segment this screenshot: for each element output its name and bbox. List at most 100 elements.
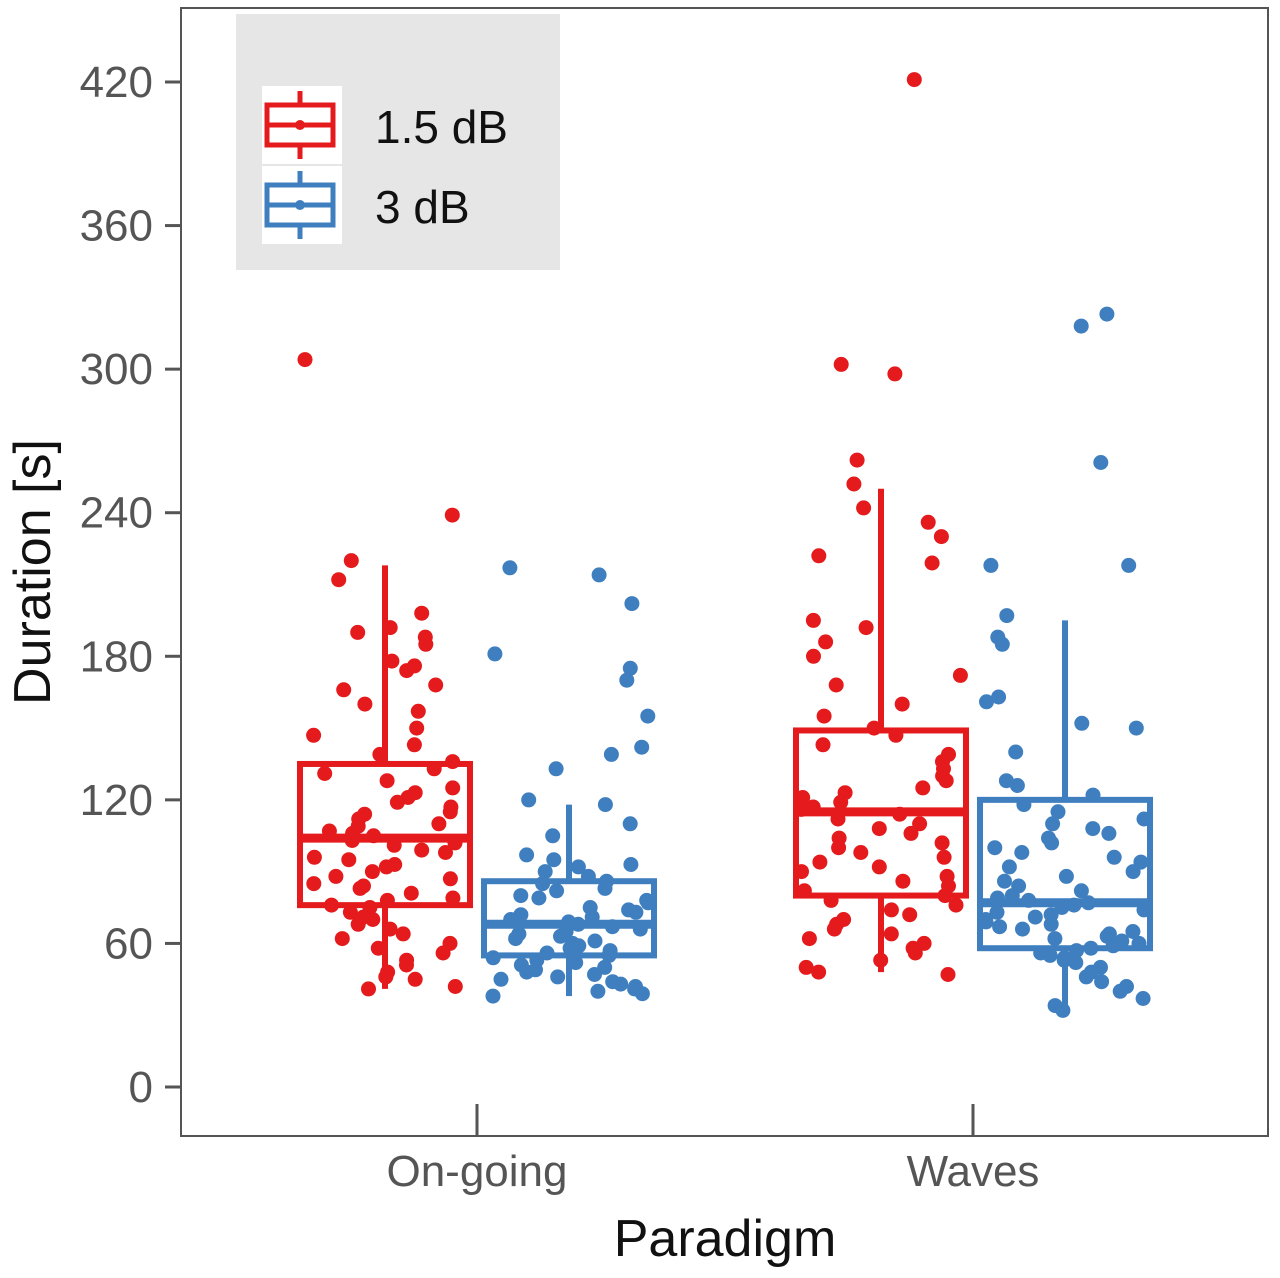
- data-point-s0-c0-71: [407, 971, 423, 987]
- data-point-s1-c1-9: [979, 694, 994, 710]
- data-point-s0-c1-30: [805, 799, 821, 815]
- data-point-s1-c1-20: [1085, 821, 1101, 837]
- data-point-s1-c1-5: [999, 608, 1015, 624]
- y-axis: 0 60 120 180 240 300 360 420: [80, 58, 181, 1112]
- data-point-s1-c0-33: [503, 912, 519, 927]
- data-point-s0-c0-37: [344, 833, 360, 848]
- data-point-s1-c1-21: [1101, 825, 1117, 841]
- data-point-s0-c0-2: [343, 553, 359, 569]
- data-point-s1-c1-4: [983, 557, 999, 573]
- data-point-s0-c0-4: [414, 605, 430, 621]
- data-point-s1-c0-13: [545, 828, 561, 844]
- data-point-s0-c0-66: [435, 945, 451, 961]
- data-point-s1-c0-19: [580, 868, 596, 884]
- data-point-s1-c0-6: [640, 708, 656, 724]
- data-point-s0-c0-23: [379, 773, 395, 789]
- data-point-s0-c1-0: [906, 72, 922, 88]
- data-point-s0-c1-52: [883, 902, 899, 918]
- data-point-s1-c1-46: [1043, 916, 1059, 932]
- data-point-s1-c0-55: [519, 964, 535, 980]
- data-point-s0-c1-40: [853, 845, 869, 860]
- data-point-s0-c1-56: [826, 921, 842, 937]
- y-tick-label-420: 420: [80, 58, 153, 107]
- data-point-s1-c0-2: [624, 596, 640, 612]
- data-point-s1-c1-68: [1112, 983, 1128, 999]
- data-point-s1-c0-18: [537, 864, 553, 880]
- data-point-s0-c0-47: [328, 868, 344, 884]
- data-point-s1-c0-8: [603, 746, 619, 762]
- data-point-s1-c1-41: [989, 904, 1005, 920]
- data-point-s0-c1-35: [871, 821, 887, 837]
- data-point-s0-c1-15: [828, 677, 844, 693]
- y-tick-label-0: 0: [129, 1063, 153, 1112]
- data-point-s0-c0-18: [406, 737, 422, 753]
- data-point-s1-c1-17: [1050, 804, 1066, 820]
- data-point-s1-c0-48: [601, 947, 617, 963]
- y-tick-label-300: 300: [80, 345, 153, 394]
- data-point-s0-c0-9: [384, 653, 400, 669]
- data-point-s0-c0-54: [379, 892, 395, 908]
- data-point-s1-c1-59: [1042, 947, 1058, 963]
- data-point-s0-c1-6: [920, 514, 936, 530]
- data-point-s1-c1-71: [1055, 1002, 1071, 1018]
- data-point-s1-c1-29: [1125, 864, 1141, 880]
- data-point-s0-c1-64: [811, 964, 827, 980]
- data-point-s0-c0-63: [334, 931, 350, 947]
- data-point-s0-c0-62: [395, 926, 411, 942]
- data-point-s0-c0-24: [445, 780, 461, 796]
- data-point-s0-c1-7: [933, 529, 949, 545]
- data-point-s1-c0-27: [640, 895, 656, 911]
- data-point-s1-c1-7: [994, 636, 1010, 652]
- legend-label-1-5db: 1.5 dB: [375, 101, 508, 153]
- y-tick-label-240: 240: [80, 489, 153, 538]
- data-point-s1-c0-35: [570, 916, 586, 932]
- data-point-s1-c1-47: [992, 919, 1008, 935]
- data-point-s1-c1-36: [1021, 892, 1037, 908]
- data-point-s1-c1-45: [978, 914, 994, 930]
- data-point-s1-c1-35: [990, 890, 1005, 906]
- data-point-s0-c0-43: [341, 852, 357, 868]
- data-point-s1-c0-0: [502, 560, 518, 576]
- data-point-s0-c1-18: [866, 720, 882, 736]
- data-point-s1-c1-24: [987, 840, 1003, 856]
- data-point-s0-c0-68: [399, 957, 414, 973]
- data-point-s0-c1-41: [936, 849, 952, 865]
- data-point-s1-c1-38: [1066, 897, 1082, 913]
- data-point-s0-c1-65: [940, 967, 956, 982]
- data-point-s1-c0-25: [531, 890, 547, 906]
- data-point-s1-c1-57: [1069, 943, 1084, 959]
- data-point-s1-c1-69: [1135, 991, 1151, 1006]
- plot-frame: [180, 7, 1269, 1137]
- data-point-s1-c1-19: [1045, 816, 1061, 832]
- data-point-s1-c1-14: [1009, 778, 1025, 793]
- data-point-s1-c1-39: [1054, 900, 1070, 915]
- data-point-s0-c1-57: [883, 926, 899, 942]
- data-point-s0-c1-48: [796, 883, 812, 899]
- data-point-s0-c0-41: [438, 845, 453, 860]
- legend: 1.5 dB 3 dB: [236, 14, 560, 270]
- data-point-s1-c0-32: [584, 909, 600, 925]
- data-point-s1-c0-4: [622, 660, 638, 676]
- data-point-s1-c0-23: [549, 883, 565, 899]
- data-point-s1-c0-65: [485, 988, 501, 1004]
- data-point-s1-c0-15: [546, 852, 562, 868]
- data-point-s0-c1-13: [806, 648, 821, 664]
- data-point-s0-c0-51: [352, 880, 368, 896]
- data-point-s1-c0-16: [623, 857, 639, 872]
- data-point-s0-c0-8: [418, 636, 434, 652]
- data-point-s1-c1-12: [1008, 744, 1024, 760]
- data-point-s1-c1-28: [1001, 859, 1017, 875]
- data-point-s0-c0-57: [342, 904, 358, 920]
- data-point-s1-c0-45: [562, 940, 578, 956]
- data-point-s0-c1-42: [812, 854, 828, 870]
- data-point-s1-c1-30: [1058, 868, 1074, 884]
- data-point-s0-c0-16: [409, 720, 425, 736]
- data-point-s1-c0-5: [619, 672, 635, 688]
- plot-content: [297, 72, 1153, 1018]
- data-point-s0-c0-6: [350, 624, 366, 640]
- data-point-s0-c1-9: [924, 555, 940, 571]
- data-point-s0-c1-50: [823, 892, 839, 908]
- data-point-s1-c1-65: [1078, 969, 1094, 985]
- data-point-s0-c0-60: [350, 916, 366, 932]
